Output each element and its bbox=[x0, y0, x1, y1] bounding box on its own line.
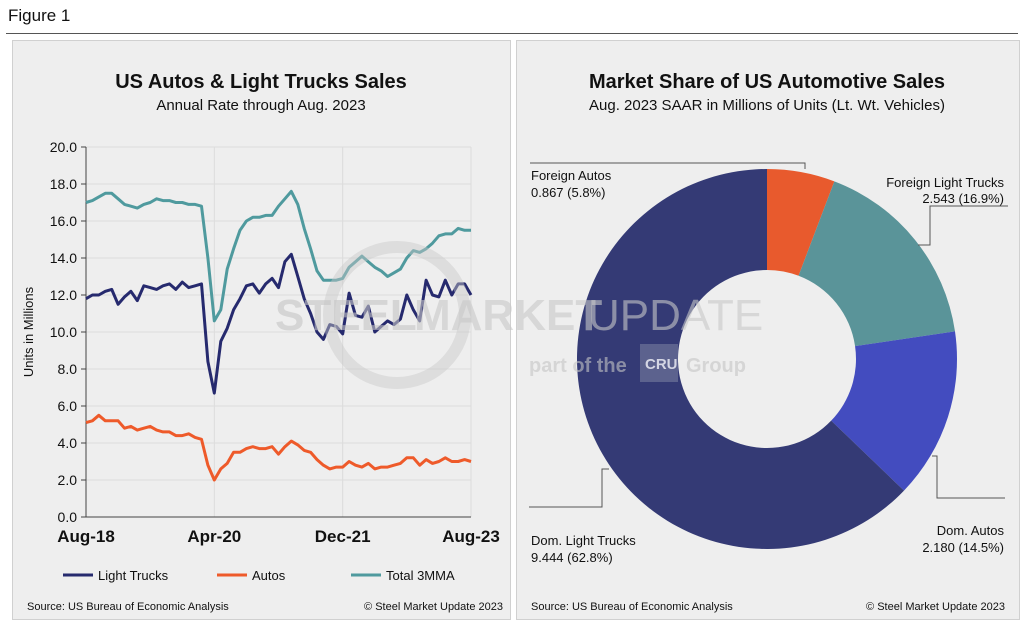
y-tick-label: 6.0 bbox=[58, 398, 78, 414]
y-tick-label: 0.0 bbox=[58, 509, 78, 525]
watermark-logo-icon bbox=[323, 241, 471, 389]
x-tick-label: Aug-18 bbox=[57, 527, 115, 546]
watermark-text: UPDATE bbox=[588, 291, 763, 340]
divider bbox=[6, 33, 1018, 34]
y-tick-label: 8.0 bbox=[58, 361, 78, 377]
y-tick-label: 20.0 bbox=[50, 139, 77, 155]
slice-dom-light-trucks bbox=[576, 168, 904, 549]
slice-name: Foreign Autos bbox=[531, 168, 612, 183]
slice-foreign-autos bbox=[767, 169, 835, 276]
slice-value: 9.444 (62.8%) bbox=[531, 550, 613, 565]
y-tick-label: 4.0 bbox=[58, 435, 78, 451]
left-copyright: © Steel Market Update 2023 bbox=[364, 601, 503, 613]
y-tick-label: 10.0 bbox=[50, 324, 77, 340]
slice-name: Dom. Autos bbox=[937, 523, 1005, 538]
line-chart-panel bbox=[12, 40, 511, 620]
cru-logo bbox=[640, 344, 678, 382]
y-axis-label: Units in Millions bbox=[21, 286, 36, 377]
series-line-light-trucks bbox=[85, 252, 473, 395]
donut-chart-subtitle: Aug. 2023 SAAR in Millions of Units (Lt.… bbox=[589, 97, 945, 114]
leader-lines bbox=[529, 162, 1008, 508]
watermark-text: MARKET bbox=[414, 291, 602, 340]
legend-label: Autos bbox=[252, 568, 286, 583]
watermark: STEEL MARKET UPDATE part of the CRU Grou… bbox=[275, 241, 763, 389]
line-chart-subtitle: Annual Rate through Aug. 2023 bbox=[156, 97, 365, 114]
watermark-text: STEEL bbox=[275, 291, 417, 340]
x-tick-label: Aug-23 bbox=[442, 527, 500, 546]
series-line-autos bbox=[85, 413, 472, 482]
slice-name: Dom. Light Trucks bbox=[531, 533, 636, 548]
leader-dom-autos bbox=[932, 455, 1005, 499]
slice-foreign-light-trucks bbox=[798, 181, 955, 347]
legend-label: Total 3MMA bbox=[386, 568, 455, 583]
y-tick-label: 12.0 bbox=[50, 287, 77, 303]
y-tick-label: 2.0 bbox=[58, 472, 78, 488]
x-tick-label: Dec-21 bbox=[315, 527, 371, 546]
slice-value: 0.867 (5.8%) bbox=[531, 185, 605, 200]
y-tick-label: 18.0 bbox=[50, 176, 77, 192]
cru-logo-text: CRU bbox=[645, 356, 678, 373]
figure-label: Figure 1 bbox=[8, 6, 71, 25]
donut-chart-title: Market Share of US Automotive Sales bbox=[589, 71, 945, 93]
slice-value: 2.180 (14.5%) bbox=[922, 540, 1004, 555]
legend-label: Light Trucks bbox=[98, 568, 169, 583]
y-tick-label: 14.0 bbox=[50, 250, 77, 266]
slice-value: 2.543 (16.9%) bbox=[922, 191, 1004, 206]
x-tick-label: Apr-20 bbox=[187, 527, 241, 546]
slice-name: Foreign Light Trucks bbox=[886, 175, 1004, 190]
watermark-text: part of the bbox=[529, 355, 627, 377]
left-source: Source: US Bureau of Economic Analysis bbox=[27, 601, 229, 613]
leader-foreign-autos bbox=[530, 162, 806, 169]
series-line-total-3mma bbox=[85, 189, 471, 323]
y-tick-label: 16.0 bbox=[50, 213, 77, 229]
leader-dom-light-trucks bbox=[529, 468, 609, 508]
watermark-text: Group bbox=[686, 355, 746, 377]
right-source: Source: US Bureau of Economic Analysis bbox=[531, 601, 733, 613]
slice-dom-autos bbox=[831, 331, 958, 491]
right-copyright: © Steel Market Update 2023 bbox=[866, 601, 1005, 613]
leader-foreign-light-trucks bbox=[918, 205, 1008, 246]
line-chart-title: US Autos & Light Trucks Sales bbox=[115, 71, 407, 93]
